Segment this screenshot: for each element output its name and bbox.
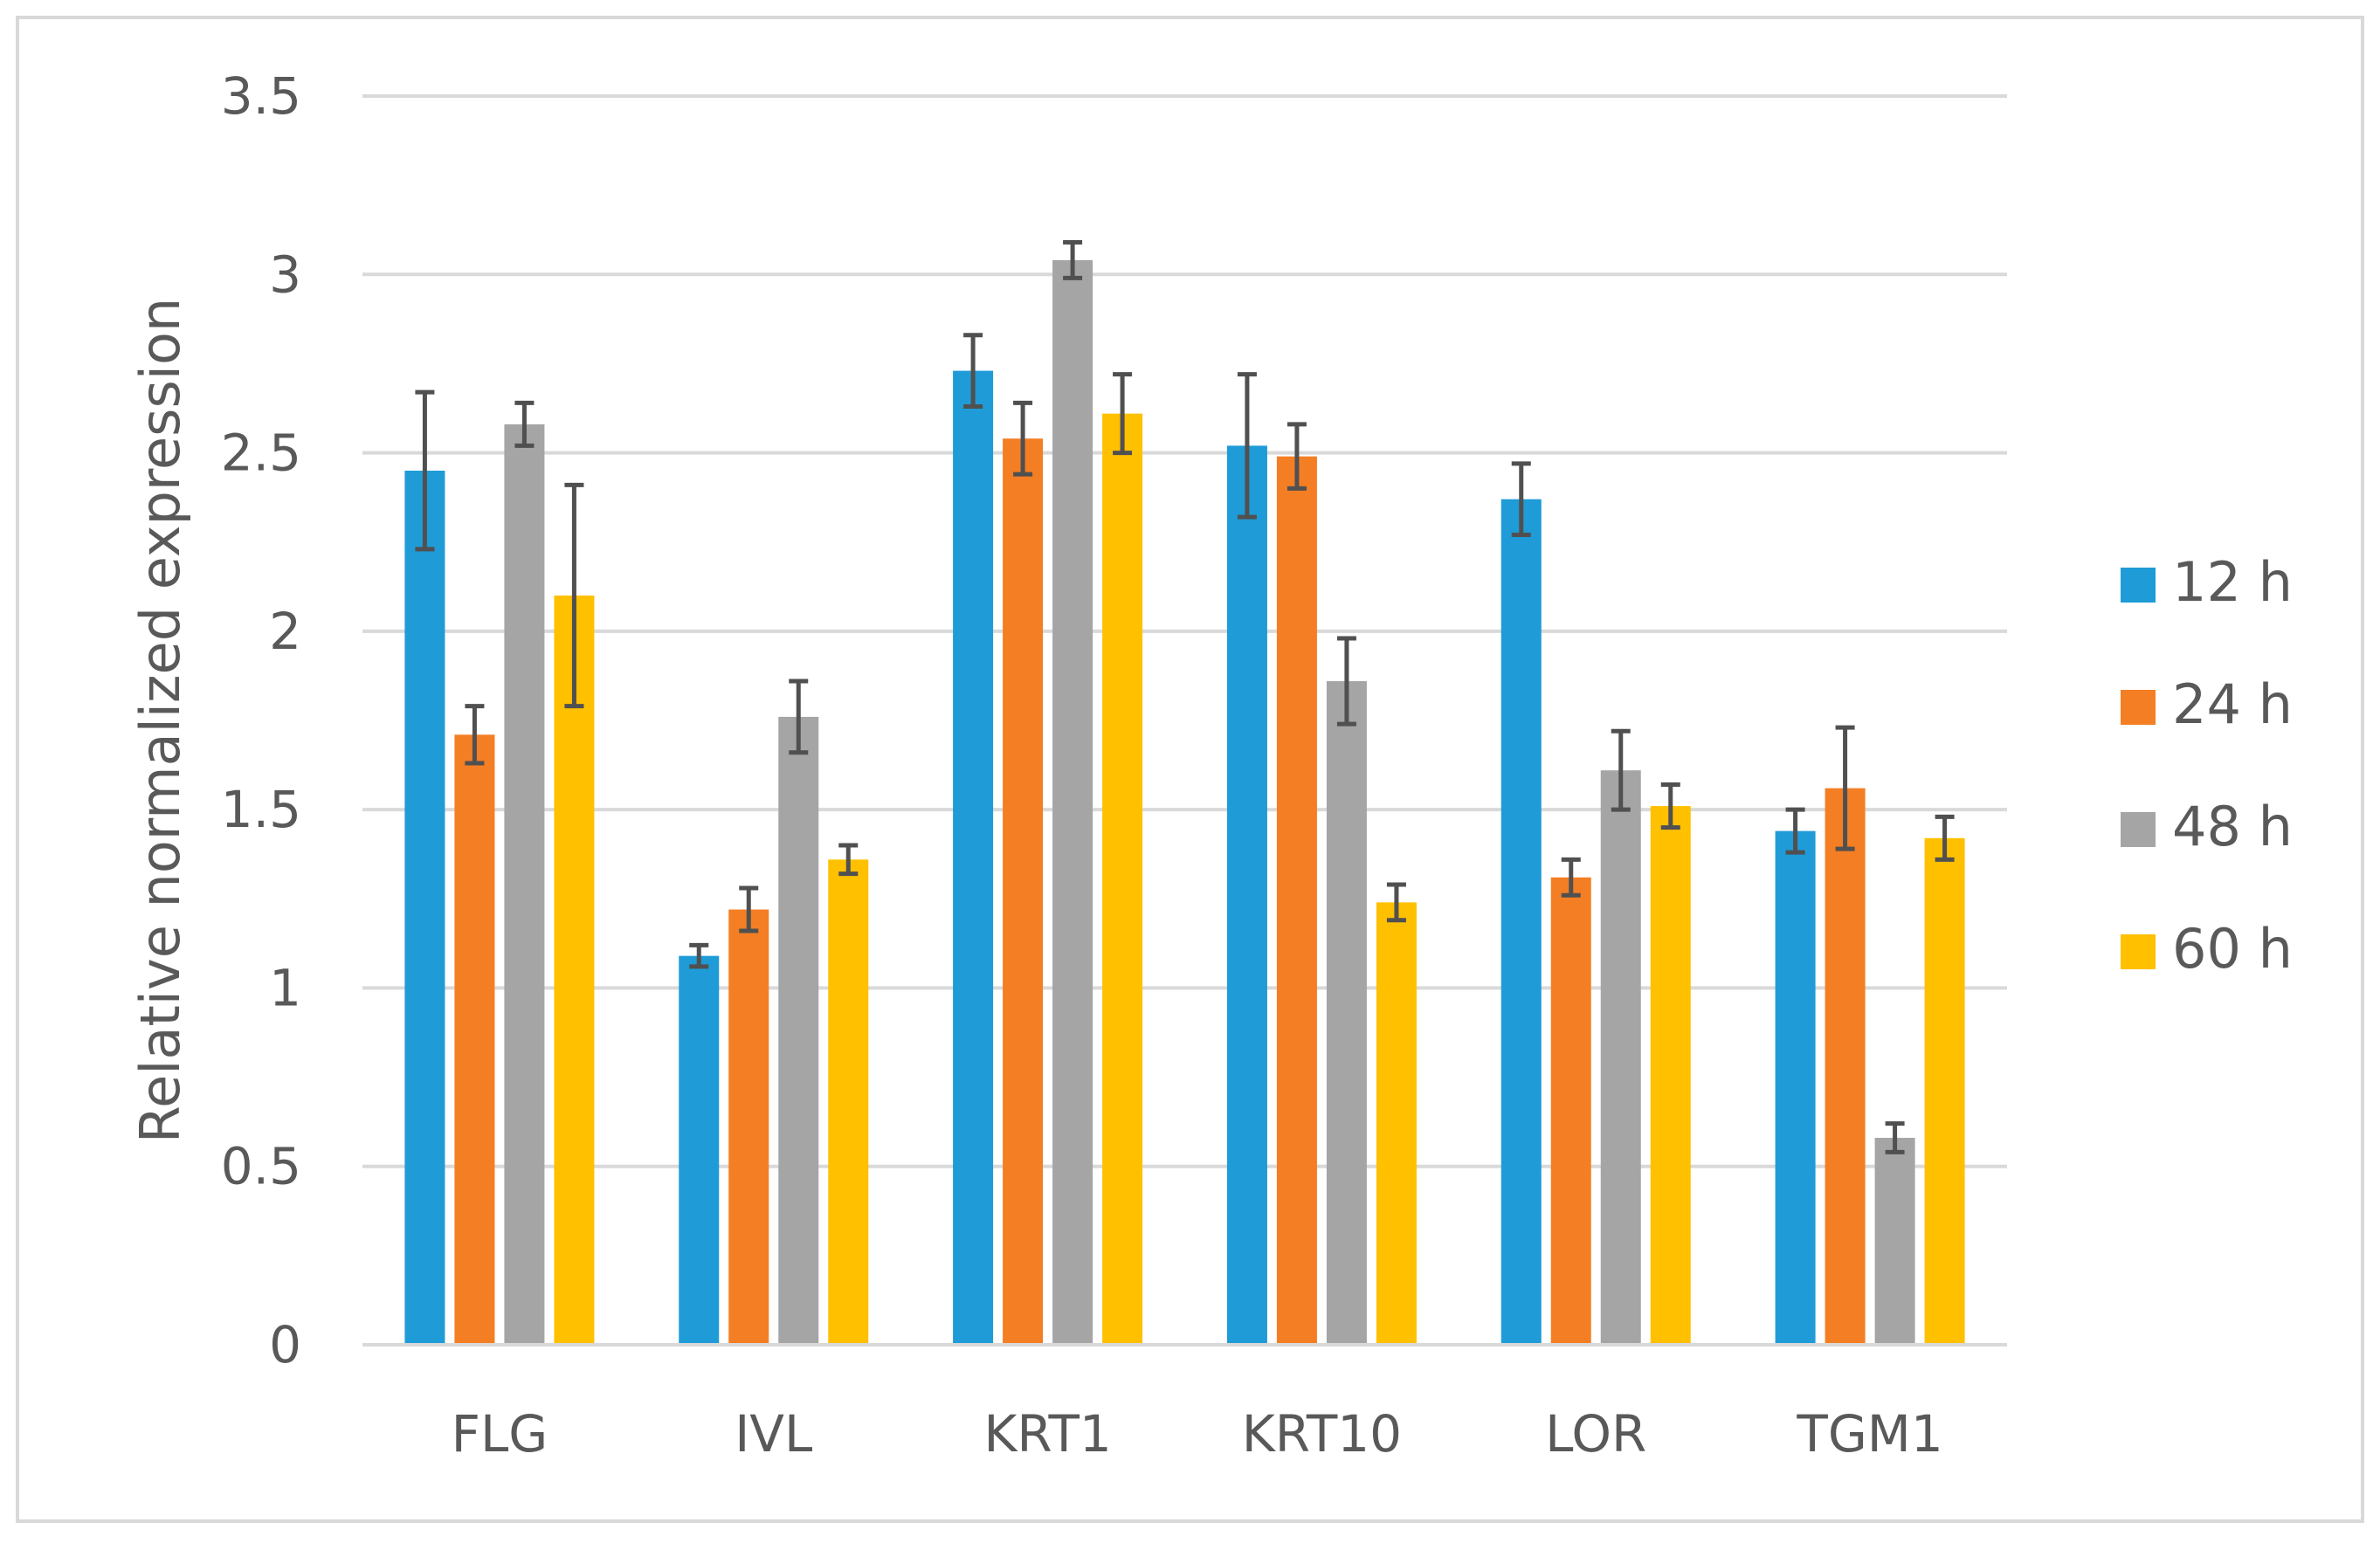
y-axis-title: Relative normalized expression [128,298,192,1143]
y-axis-tick-labels: 0 0.5 1 1.5 2 2.5 3 3.5 [221,66,301,1374]
x-category-label: TGM1 [1796,1404,1942,1464]
y-tick-label: 3.5 [221,66,301,126]
bar-krt1-12h [953,370,994,1346]
bar-ivl-48h [778,716,819,1345]
y-tick-label: 2.5 [221,424,301,483]
error-bar [1785,807,1805,855]
bar-krt10-12h [1226,445,1267,1345]
legend-label: 60 h [2172,917,2293,981]
bar-krt1-48h [1052,259,1093,1345]
bar-ivl-60h [828,859,869,1345]
x-category-label: FLG [452,1404,548,1464]
error-bar [963,333,983,409]
error-bar [564,482,584,709]
bar-krt1-24h [1003,438,1044,1346]
legend: 12 h 24 h 48 h 60 h [2121,550,2293,981]
bar-krt10-60h [1376,902,1417,1345]
bar-flg-48h [504,424,545,1345]
error-bar [1013,400,1033,477]
error-bar [1885,1121,1905,1154]
error-bar [1660,782,1680,830]
error-bar [415,389,435,552]
bar-krt1-60h [1102,413,1143,1346]
x-category-label: LOR [1545,1404,1646,1464]
bar-ivl-12h [679,955,720,1345]
x-category-label: KRT10 [1242,1404,1402,1464]
y-tick-label: 0 [269,1315,301,1374]
bar-lor-60h [1650,806,1691,1345]
chart-border [16,16,2364,1523]
error-bar [689,942,709,969]
legend-label: 24 h [2172,672,2293,736]
error-bar [1835,725,1855,851]
bar-tgm1-60h [1924,837,1965,1345]
error-bar [789,679,809,755]
legend-swatch [2121,568,2156,603]
legend-swatch [2121,812,2156,847]
legend-label: 12 h [2172,550,2293,614]
error-bar [1237,372,1257,520]
error-bar [514,400,535,448]
bar-tgm1-12h [1775,830,1816,1345]
x-axis-category-labels: FLG IVL KRT1 KRT10 LOR TGM1 [452,1404,1943,1464]
x-category-label: KRT1 [983,1404,1111,1464]
bar-lor-48h [1600,770,1641,1345]
bar-flg-12h [404,471,445,1345]
legend-swatch [2121,690,2156,725]
error-bar [1561,857,1581,898]
error-bar [1336,636,1356,727]
bar-tgm1-24h [1825,788,1866,1345]
bar-lor-24h [1550,877,1591,1345]
error-bar [1287,422,1307,491]
legend-label: 48 h [2172,795,2293,858]
x-category-label: IVL [735,1404,812,1464]
bar-flg-24h [454,734,495,1345]
legend-swatch [2121,934,2156,969]
error-bar [838,843,859,877]
bars [404,259,1965,1346]
gridlines [362,94,2007,1168]
error-bar [1511,461,1531,538]
bar-lor-12h [1500,499,1542,1345]
bar-flg-60h [554,596,595,1345]
error-bar [1386,882,1406,923]
error-bar [1063,240,1083,280]
error-bar [1113,372,1133,456]
y-tick-label: 2 [269,602,301,661]
error-bar [1611,728,1631,812]
error-bar [465,704,485,766]
bar-krt10-48h [1326,681,1367,1345]
error-bar [739,885,759,933]
error-bars [415,240,1955,1154]
y-tick-label: 3 [269,245,301,304]
y-tick-label: 1 [269,958,301,1017]
bar-krt10-24h [1276,456,1317,1345]
bar-tgm1-48h [1874,1138,1915,1345]
y-tick-label: 1.5 [221,780,301,839]
error-bar [1935,814,1955,862]
y-tick-label: 0.5 [221,1137,301,1196]
bar-ivl-24h [728,909,769,1345]
